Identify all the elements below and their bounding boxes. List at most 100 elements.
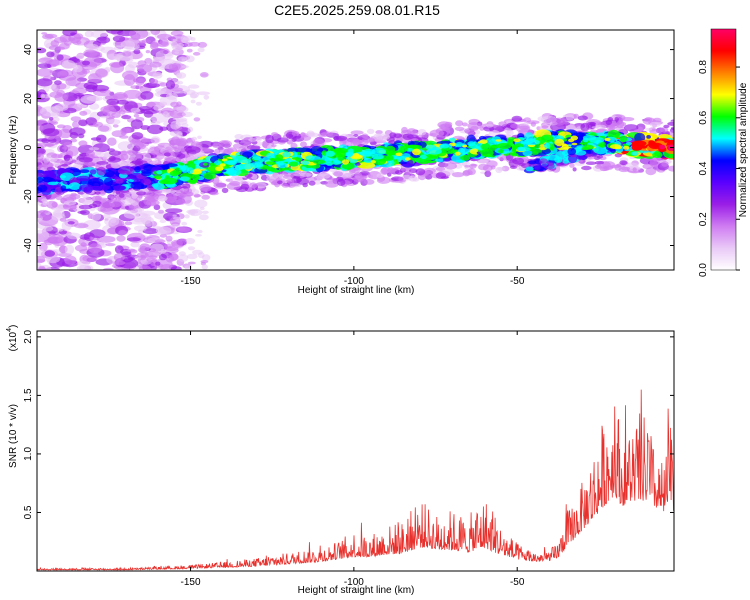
- spectrogram-cell: [539, 158, 549, 165]
- spectrogram-cell: [435, 167, 446, 171]
- spectrogram-cell: [170, 266, 182, 270]
- spectrogram-cell: [197, 41, 208, 48]
- spectrogram-cell: [405, 171, 413, 175]
- spectrogram-cell: [595, 160, 604, 165]
- spectrogram-cell: [455, 120, 464, 127]
- spectrogram-cell: [59, 217, 67, 222]
- spectrogram-cell: [107, 157, 121, 163]
- spectrogram-cell: [123, 89, 142, 99]
- spectrogram-cell: [37, 47, 47, 54]
- spectrogram-cell: [54, 103, 69, 111]
- spectrogram-cell: [605, 119, 612, 126]
- spectrogram-cell: [141, 39, 151, 44]
- spectrogram-cell: [580, 122, 590, 132]
- spectrogram-cell: [182, 183, 191, 190]
- spectrogram-cell: [37, 68, 53, 77]
- spectrogram-cell: [42, 33, 54, 40]
- spectrogram-cell: [158, 195, 168, 202]
- colorbar-tick-label: 0.0: [698, 263, 709, 277]
- spectrogram-cell: [523, 121, 530, 126]
- spectrogram-cell: [61, 163, 68, 167]
- spectrogram-cell: [634, 132, 646, 143]
- spectrogram-cell: [127, 248, 136, 253]
- spectrogram-cell: [203, 162, 208, 166]
- spectrogram-cell: [121, 115, 132, 120]
- spectrogram-cell: [153, 175, 163, 180]
- spectrogram-cell: [357, 162, 376, 169]
- spectrogram-cell: [301, 160, 310, 166]
- spectrogram-cell: [151, 183, 159, 188]
- spectrogram-cell: [240, 183, 250, 190]
- spectrogram-cell: [363, 158, 373, 163]
- spectrogram-cell: [130, 181, 145, 190]
- spectrogram-cell: [184, 265, 192, 270]
- spectrogram-cell: [65, 77, 81, 87]
- snr-ytick-label: 1.0: [23, 447, 34, 461]
- spectrogram-cell: [44, 250, 55, 257]
- spectrogram-cell: [160, 248, 167, 254]
- spectrogram-cell: [76, 265, 89, 270]
- spectrogram-cell: [120, 153, 129, 161]
- spectrogram-cell: [325, 150, 335, 157]
- spectrogram-cell: [156, 170, 163, 175]
- spectrogram-cell: [150, 41, 159, 48]
- spectrogram-xlabel: Height of straight line (km): [298, 285, 415, 296]
- spectrogram-cell: [242, 151, 253, 158]
- spectrogram-cell: [274, 154, 284, 161]
- spectrogram-cell: [140, 91, 154, 100]
- spectrogram-cell: [51, 153, 63, 159]
- spectrogram-cell: [181, 165, 190, 174]
- spectrogram-cell: [92, 200, 102, 208]
- spectrogram-cell: [287, 147, 299, 153]
- spectrogram-cell: [40, 93, 46, 99]
- spectrogram-panel: -150 -100 -50 -40 -20 0 20 40 Height of straig…: [8, 29, 675, 296]
- spectrogram-cell: [137, 64, 153, 73]
- spectrogram-cell: [171, 239, 183, 247]
- spectrogram-cell: [51, 116, 60, 122]
- spectrogram-cell: [242, 163, 253, 170]
- spectrogram-cell: [544, 142, 551, 149]
- spectrogram-cell: [98, 125, 110, 132]
- spectrogram-cell: [106, 53, 123, 60]
- spectrogram-cell: [484, 170, 492, 178]
- spectrogram-cell: [462, 144, 468, 148]
- spectrogram-cell: [149, 61, 162, 68]
- spectrogram-cell: [159, 82, 168, 87]
- spectrogram-cell: [281, 183, 290, 188]
- spectrogram-cell: [497, 166, 506, 171]
- spectrogram-cell: [299, 172, 312, 177]
- spectrogram-cell: [41, 198, 48, 203]
- spectrogram-cell: [136, 191, 147, 196]
- spectrogram-cell: [271, 144, 277, 148]
- spectrogram-cell: [387, 172, 392, 177]
- spectrogram-cell: [249, 182, 258, 189]
- spectrogram-cell: [203, 94, 210, 100]
- spectrogram-cell: [185, 237, 196, 245]
- colorbar: 0.0 0.2 0.4 0.6 0.8 Normalized spectral ampl…: [698, 28, 749, 277]
- spectrogram-cell: [477, 159, 489, 164]
- spectrogram-cell: [512, 157, 525, 165]
- spectrogram-cell: [136, 252, 149, 258]
- spectrogram-cell: [353, 134, 359, 137]
- spectrogram-cell: [289, 182, 301, 188]
- spectrogram-cell: [381, 166, 391, 175]
- spectrogram-cell: [619, 135, 628, 143]
- spectrogram-cell: [135, 141, 144, 149]
- spectrogram-cell: [37, 184, 48, 192]
- spectrogram-heatmap: [37, 30, 674, 270]
- spectrogram-cell: [63, 203, 77, 210]
- spectrogram-cell: [83, 49, 98, 58]
- spectrogram-cell: [329, 168, 337, 173]
- spectrogram-cell: [159, 126, 169, 131]
- spectrogram-cell: [187, 261, 196, 265]
- spectrogram-cell: [266, 152, 275, 159]
- spectrogram-cell: [603, 165, 614, 171]
- spectrogram-cell: [159, 101, 168, 107]
- spectrogram-cell: [57, 46, 66, 51]
- spectrogram-cell: [177, 153, 186, 159]
- spectrogram-cell: [172, 38, 178, 42]
- spectrogram-cell: [308, 180, 316, 186]
- spectrogram-cell: [350, 130, 364, 135]
- spectrogram-cell: [541, 164, 549, 168]
